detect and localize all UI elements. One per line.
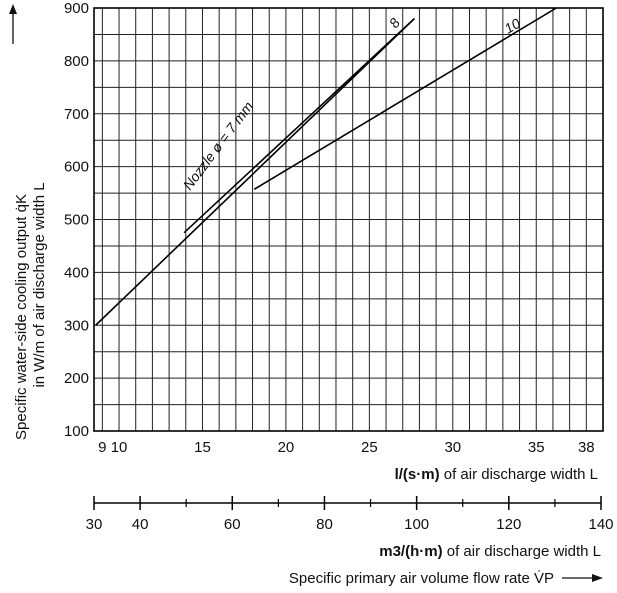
- series-lines: [95, 7, 557, 326]
- y-tick-label: 400: [64, 264, 89, 281]
- y-tick-label: 200: [64, 370, 89, 387]
- y-axis-title-line1: Specific water-side cooling output q̇K: [13, 194, 30, 440]
- x-tick-label: 25: [361, 439, 378, 456]
- bottom-caption: Specific primary air volume flow rate V̇…: [289, 570, 554, 587]
- x-tick-label: 30: [444, 439, 461, 456]
- x-tick-labels: 9 10 15 20 25 30 35 38: [98, 439, 594, 456]
- x-tick-label: 15: [194, 439, 211, 456]
- x-axis-title: l/(s·m) of air discharge width L: [395, 466, 598, 483]
- bottom-caption-arrow-head: [592, 574, 603, 582]
- y-tick-labels: 100 200 300 400 500 600 700 800 900: [64, 0, 89, 440]
- curve-label-8: 8: [386, 15, 404, 31]
- x-tick-label: 35: [528, 439, 545, 456]
- series-line-0: [95, 17, 415, 326]
- y-tick-label: 700: [64, 106, 89, 123]
- x2-tick-label: 40: [132, 516, 149, 533]
- plot-frame: [93, 7, 604, 432]
- x2-tick-label: 120: [496, 516, 521, 533]
- x-tick-label: 38: [578, 439, 595, 456]
- x2-axis-title-unit: m3/(h·m): [379, 543, 442, 560]
- curve-label-7mm: Nozzle ø = 7 mm: [180, 98, 257, 193]
- x2-tick-label: 30: [86, 516, 103, 533]
- plot-border: [93, 7, 604, 432]
- x-tick-label: 10: [111, 439, 128, 456]
- x2-axis-title-rest: of air discharge width L: [443, 543, 601, 560]
- y-tick-label: 900: [64, 0, 89, 17]
- y-axis-title: Specific water-side cooling output q̇K i…: [9, 4, 48, 440]
- x2-tick-label: 60: [224, 516, 241, 533]
- x-tick-label: 9: [98, 439, 106, 456]
- x2-tick-label: 80: [316, 516, 333, 533]
- x2-tick-label: 140: [588, 516, 613, 533]
- y-axis-title-line2: in W/m of air discharge width L: [31, 182, 48, 387]
- y-tick-label: 600: [64, 159, 89, 176]
- grid: [94, 7, 603, 432]
- y-tick-label: 300: [64, 317, 89, 334]
- x-axis-title-rest: of air discharge width L: [440, 466, 598, 483]
- y-axis-arrow-head: [9, 4, 17, 14]
- y-tick-label: 100: [64, 423, 89, 440]
- series-line-1: [183, 17, 415, 234]
- x-tick-label: 20: [278, 439, 295, 456]
- y-tick-label: 800: [64, 53, 89, 70]
- curve-label-10: 10: [502, 15, 524, 37]
- x2-tick-label: 100: [404, 516, 429, 533]
- y-tick-label: 500: [64, 212, 89, 229]
- x2-axis-title: m3/(h·m) of air discharge width L: [379, 543, 601, 560]
- series-line-2: [253, 7, 557, 191]
- secondary-x-axis: 30 40 60 80 100 120 140: [86, 496, 614, 533]
- x-axis-title-unit: l/(s·m): [395, 466, 440, 483]
